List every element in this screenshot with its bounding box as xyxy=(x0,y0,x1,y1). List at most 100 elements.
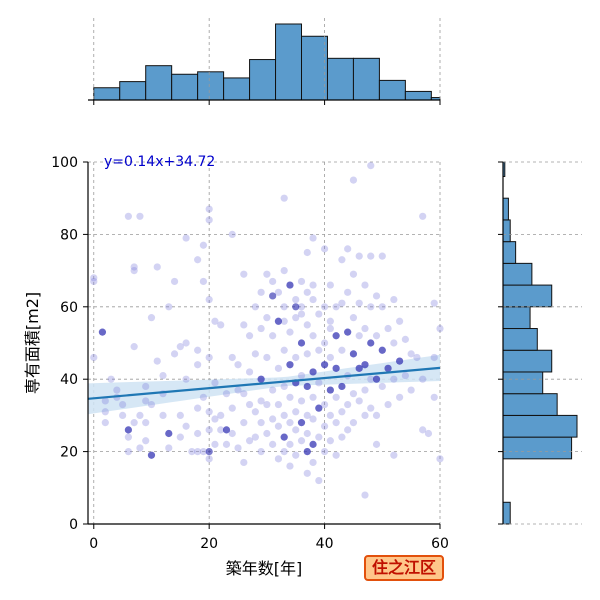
data-point xyxy=(419,212,427,220)
data-point xyxy=(419,426,427,434)
data-point xyxy=(263,314,271,322)
data-point-dense xyxy=(297,419,306,427)
data-point xyxy=(269,415,277,423)
data-point xyxy=(274,400,283,409)
data-point xyxy=(269,386,277,394)
data-point xyxy=(280,382,288,391)
data-point xyxy=(142,397,150,405)
data-point-dense xyxy=(286,361,294,369)
data-point xyxy=(367,162,375,170)
data-point xyxy=(269,277,277,286)
x-tick-label: 0 xyxy=(89,536,98,552)
data-point xyxy=(303,350,311,358)
y-tick-label: 0 xyxy=(69,517,78,533)
top-histogram-bar xyxy=(326,57,354,101)
data-point xyxy=(320,400,329,409)
data-point xyxy=(130,343,138,351)
data-point xyxy=(205,205,213,213)
data-point xyxy=(136,212,144,220)
regression-line-group xyxy=(87,366,441,400)
data-point xyxy=(199,277,208,286)
data-point xyxy=(245,332,254,340)
data-point xyxy=(147,314,156,322)
data-point xyxy=(263,429,271,438)
data-point xyxy=(309,295,317,304)
data-point xyxy=(338,299,346,307)
data-point xyxy=(274,455,283,463)
x-tick-label: 20 xyxy=(200,536,218,552)
data-point xyxy=(286,328,294,336)
data-point xyxy=(159,371,167,380)
top-histogram-bar xyxy=(145,65,173,101)
data-point-dense xyxy=(372,375,381,383)
data-point xyxy=(142,382,150,391)
data-point xyxy=(320,245,329,253)
data-point xyxy=(344,400,352,409)
data-point-dense xyxy=(292,303,300,311)
data-point xyxy=(153,263,161,271)
data-point xyxy=(245,437,254,445)
data-point xyxy=(217,321,225,329)
data-point xyxy=(159,411,167,419)
scatter-points xyxy=(90,162,444,499)
data-point xyxy=(430,393,438,401)
data-point xyxy=(430,353,438,362)
data-point xyxy=(90,353,98,362)
top-histogram-bar xyxy=(197,71,225,101)
data-point xyxy=(338,256,346,264)
data-point xyxy=(355,252,363,260)
data-point xyxy=(222,440,231,448)
data-point xyxy=(263,270,271,278)
data-point xyxy=(205,408,213,416)
top-histogram-bar xyxy=(93,87,121,101)
data-point xyxy=(286,462,294,470)
confidence-band xyxy=(88,354,440,415)
data-point xyxy=(344,288,352,296)
data-point xyxy=(292,451,300,459)
data-point xyxy=(349,390,358,398)
data-point xyxy=(292,408,300,416)
data-point xyxy=(257,419,265,427)
right-histogram-bar xyxy=(502,328,538,351)
data-point xyxy=(309,332,317,340)
data-point-dense xyxy=(309,440,317,448)
data-point xyxy=(205,426,213,434)
data-point-dense xyxy=(326,386,334,394)
data-point xyxy=(309,234,317,242)
data-point xyxy=(332,419,340,427)
top-histogram-bar xyxy=(249,59,277,101)
data-point xyxy=(384,400,392,409)
data-point xyxy=(361,281,369,289)
data-point-dense xyxy=(315,404,323,412)
data-point xyxy=(338,346,346,354)
data-point xyxy=(274,364,283,372)
top-histogram-bar xyxy=(404,90,432,101)
regression-equation: y=0.14x+34.72 xyxy=(104,154,215,170)
data-point xyxy=(303,469,311,477)
right-histogram-bar xyxy=(502,306,531,330)
data-point xyxy=(257,288,265,296)
data-point xyxy=(136,411,144,419)
data-point xyxy=(211,317,219,325)
data-point xyxy=(372,411,381,419)
data-point xyxy=(297,310,306,318)
data-point-dense xyxy=(205,448,213,456)
data-point xyxy=(332,451,340,459)
data-point xyxy=(326,324,334,333)
data-point xyxy=(436,455,444,463)
data-point-dense xyxy=(332,332,340,340)
data-point xyxy=(367,375,375,383)
data-point xyxy=(194,448,202,456)
data-point xyxy=(130,267,138,275)
y-tick-label: 40 xyxy=(60,372,78,388)
data-point-dense xyxy=(338,382,346,391)
data-point xyxy=(257,397,265,405)
data-point xyxy=(251,303,259,311)
data-point xyxy=(170,350,179,358)
district-badge: 住之江区 xyxy=(364,555,445,581)
data-point-dense xyxy=(257,375,265,383)
right-histogram-bar xyxy=(502,501,511,525)
right-histogram-bar xyxy=(502,393,558,416)
data-point xyxy=(419,375,427,383)
data-point xyxy=(372,292,381,300)
